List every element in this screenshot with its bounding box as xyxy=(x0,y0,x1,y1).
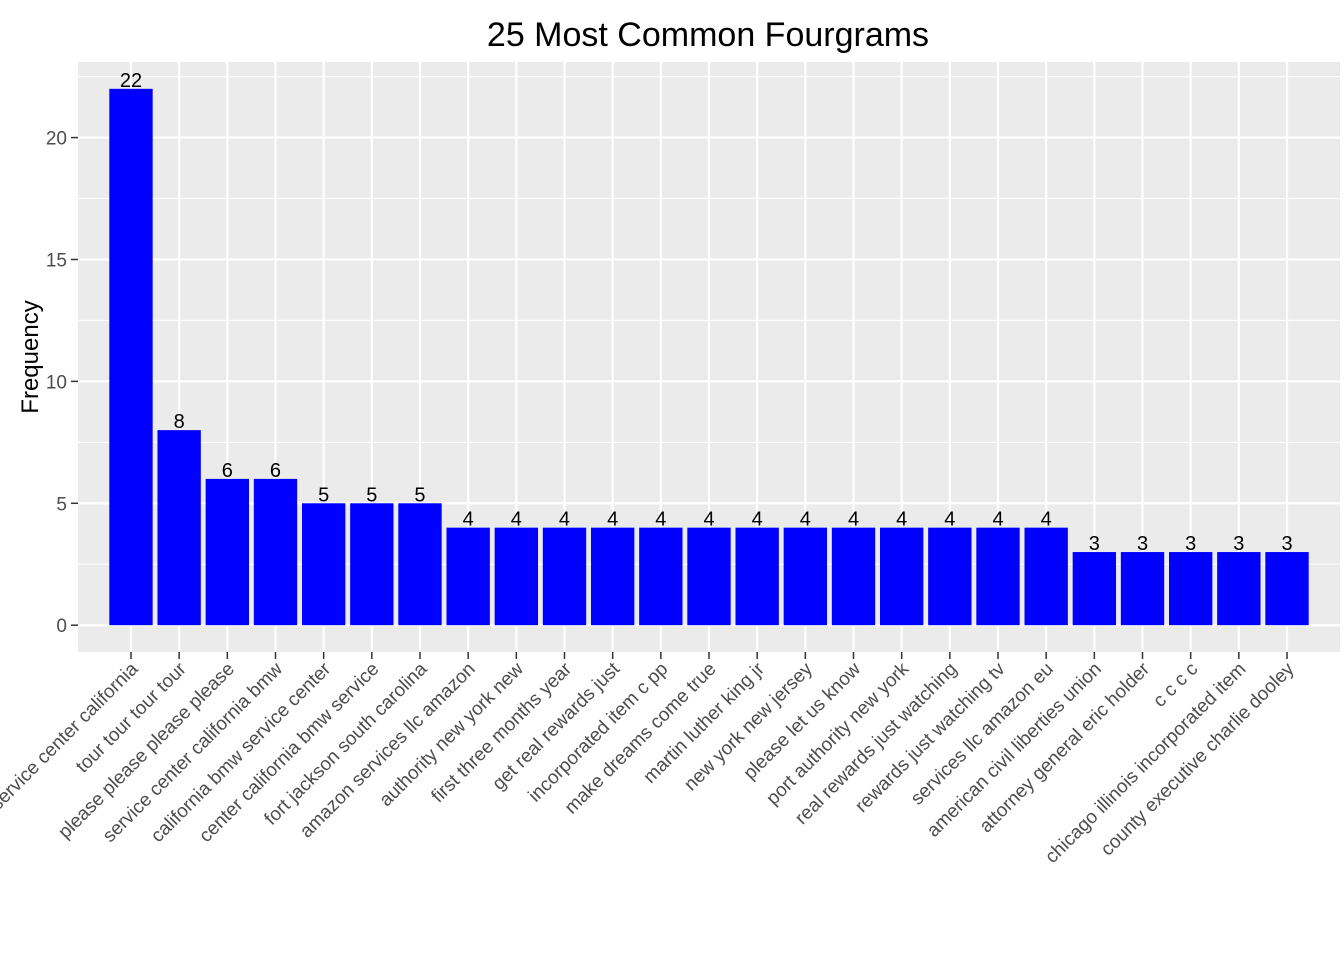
bar-4 xyxy=(253,478,298,626)
bar-25 xyxy=(1265,552,1309,626)
bar-10 xyxy=(542,527,587,626)
bar-18 xyxy=(928,527,972,626)
bar-3 xyxy=(205,478,249,626)
bar-12 xyxy=(639,527,683,626)
y-tick-label: 0 xyxy=(56,616,67,637)
bar-value-label: 4 xyxy=(752,509,763,531)
bar-value-label: 5 xyxy=(366,484,377,506)
y-axis: 0 5 10 15 20 xyxy=(46,129,78,637)
bar-1 xyxy=(109,88,153,626)
bar-value-label: 4 xyxy=(607,509,618,531)
y-axis-title: Frequency xyxy=(17,300,44,413)
bar-19 xyxy=(976,527,1020,626)
bar-8 xyxy=(446,527,490,626)
bar-6 xyxy=(350,503,394,626)
bar-value-label: 5 xyxy=(318,484,329,506)
bar-11 xyxy=(590,527,635,626)
y-tick-label: 20 xyxy=(46,129,67,150)
y-tick-label: 15 xyxy=(46,250,67,271)
bars xyxy=(109,88,1309,626)
bar-16 xyxy=(831,527,876,626)
bar-value-label: 3 xyxy=(1281,533,1292,555)
bar-value-label: 4 xyxy=(511,509,522,531)
bar-2 xyxy=(157,430,201,626)
bar-value-label: 4 xyxy=(848,509,859,531)
bar-20 xyxy=(1024,527,1068,626)
bar-value-label: 4 xyxy=(1041,509,1052,531)
bar-value-label: 4 xyxy=(944,509,955,531)
bar-value-label: 4 xyxy=(896,509,907,531)
bar-value-label: 3 xyxy=(1089,533,1100,555)
bar-24 xyxy=(1217,552,1261,626)
bar-value-label: 4 xyxy=(463,509,474,531)
bar-22 xyxy=(1120,552,1165,626)
bar-value-label: 3 xyxy=(1233,533,1244,555)
bar-value-labels: 22 8 6 6 5 5 5 4 4 4 4 4 4 4 4 4 4 4 4 4 3 3 3 3 3 xyxy=(120,70,1293,555)
bar-value-label: 3 xyxy=(1185,533,1196,555)
bar-value-label: 4 xyxy=(800,509,811,531)
bar-value-label: 4 xyxy=(655,509,666,531)
chart-title: 25 Most Common Fourgrams xyxy=(487,16,929,54)
bar-13 xyxy=(687,527,731,626)
bar-15 xyxy=(783,527,828,626)
bar-5 xyxy=(301,503,346,626)
bar-14 xyxy=(735,527,779,626)
bar-7 xyxy=(398,503,442,626)
bar-value-label: 4 xyxy=(992,509,1003,531)
bar-9 xyxy=(494,527,539,626)
bar-value-label: 4 xyxy=(703,509,714,531)
bar-value-label: 4 xyxy=(559,509,570,531)
bar-value-label: 8 xyxy=(174,411,185,433)
bar-value-label: 3 xyxy=(1137,533,1148,555)
bar-17 xyxy=(879,527,924,626)
y-tick-label: 5 xyxy=(56,494,67,515)
bar-value-label: 6 xyxy=(222,460,233,482)
y-tick-label: 10 xyxy=(46,372,67,393)
bar-value-label: 6 xyxy=(270,460,281,482)
bar-23 xyxy=(1169,552,1213,626)
bar-value-label: 5 xyxy=(414,484,425,506)
bar-value-label: 22 xyxy=(120,70,142,92)
bar-21 xyxy=(1072,552,1117,626)
